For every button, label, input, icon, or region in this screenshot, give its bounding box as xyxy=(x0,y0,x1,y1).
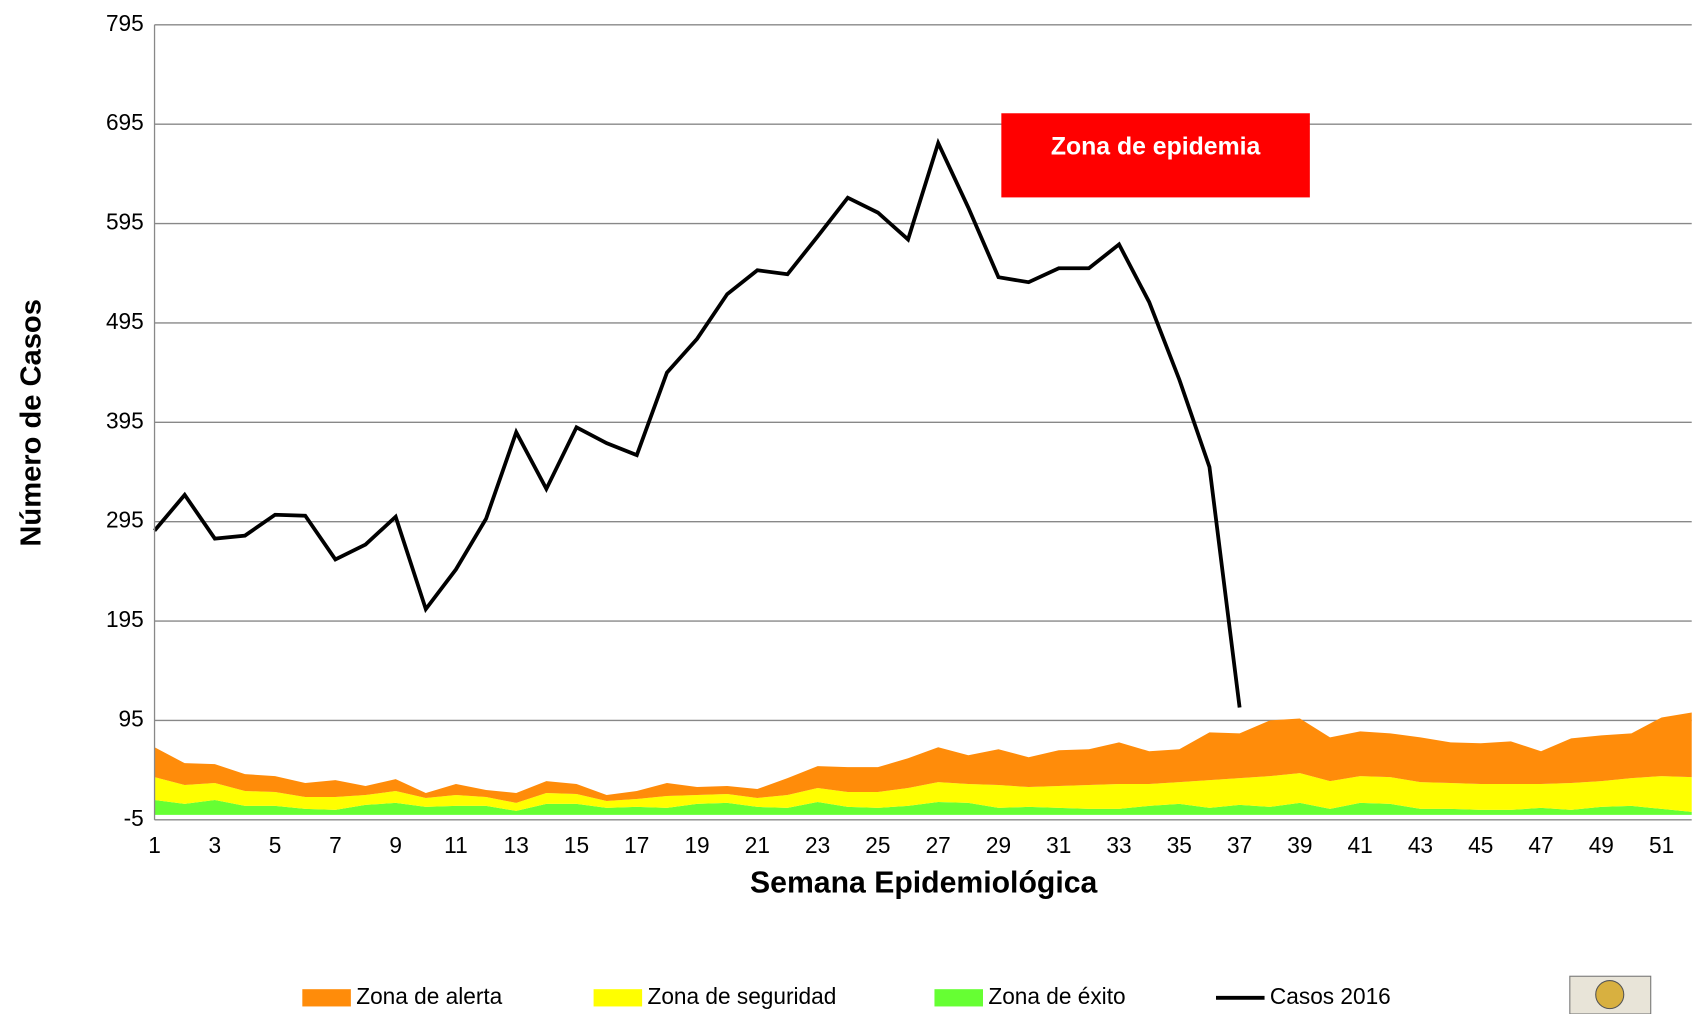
legend-label: Casos 2016 xyxy=(1270,983,1391,1009)
x-tick-label: 49 xyxy=(1589,832,1614,858)
x-tick-label: 33 xyxy=(1106,832,1131,858)
y-tick-label: 495 xyxy=(106,308,144,334)
x-tick-label: 29 xyxy=(986,832,1011,858)
area-segment xyxy=(154,799,1692,815)
x-tick-label: 5 xyxy=(269,832,282,858)
y-tick-label: 295 xyxy=(106,507,144,533)
annotation: Zona de epidemia xyxy=(1051,133,1261,160)
emblem xyxy=(1569,975,1652,1014)
legend-label: Zona de alerta xyxy=(356,983,502,1009)
legend-swatch xyxy=(593,989,643,1007)
x-tick-label: 25 xyxy=(865,832,890,858)
y-tick-label: 695 xyxy=(106,109,144,135)
x-tick-label: 45 xyxy=(1468,832,1493,858)
y-tick-label: -5 xyxy=(124,805,144,831)
x-tick-label: 13 xyxy=(504,832,529,858)
x-tick-label: 43 xyxy=(1408,832,1433,858)
x-tick-label: 1 xyxy=(148,832,161,858)
y-tick-label: 195 xyxy=(106,606,144,632)
legend-label: Zona de éxito xyxy=(988,983,1125,1009)
y-axis-title: Número de Casos xyxy=(15,299,47,547)
line xyxy=(153,137,1242,708)
area-segment xyxy=(154,712,1692,803)
x-tick-label: 35 xyxy=(1167,832,1192,858)
y-tick-label: 795 xyxy=(106,10,144,36)
annotation-box xyxy=(1001,113,1310,198)
legend-label: Zona de seguridad xyxy=(648,983,837,1009)
emblem-sun xyxy=(1595,980,1625,1010)
x-tick-label: 19 xyxy=(684,832,709,858)
area-segment xyxy=(154,773,1692,812)
x-tick-label: 37 xyxy=(1227,832,1252,858)
x-tick-label: 17 xyxy=(624,832,649,858)
x-tick-label: 23 xyxy=(805,832,830,858)
x-tick-label: 3 xyxy=(209,832,222,858)
x-tick-label: 39 xyxy=(1287,832,1312,858)
y-tick-label: 395 xyxy=(106,407,144,433)
x-tick-label: 7 xyxy=(329,832,342,858)
x-tick-label: 15 xyxy=(564,832,589,858)
x-tick-label: 27 xyxy=(926,832,951,858)
x-tick-label: 11 xyxy=(444,832,468,858)
legend-swatch xyxy=(934,989,983,1007)
x-tick-label: 51 xyxy=(1649,832,1674,858)
x-axis-title: Semana Epidemiológica xyxy=(750,867,1097,900)
x-tick-label: 31 xyxy=(1046,832,1071,858)
x-tick-label: 41 xyxy=(1348,832,1373,858)
x-tick-label: 47 xyxy=(1528,832,1553,858)
y-tick-label: 95 xyxy=(119,705,144,731)
x-tick-label: 9 xyxy=(389,832,402,858)
y-tick-label: 595 xyxy=(106,209,144,235)
legend-swatch xyxy=(302,989,351,1007)
x-tick-label: 21 xyxy=(745,832,770,858)
